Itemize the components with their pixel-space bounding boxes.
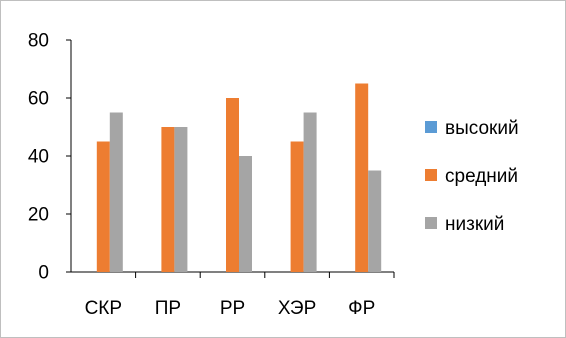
bar-2-2: [161, 127, 175, 272]
axis-layer: 0 20 40 60 80 СКР ПР РР ХЭР ФР: [28, 31, 395, 319]
x-tick-label: ФР: [348, 298, 375, 319]
x-tick-label: ХЭР: [278, 298, 316, 319]
legend-swatch: [425, 121, 437, 133]
x-tick-label: ПР: [155, 298, 181, 319]
bar-3-4: [303, 112, 317, 272]
y-tick-label: 40: [28, 147, 49, 168]
bar-2-3: [226, 98, 239, 272]
legend-label: низкий: [445, 214, 504, 235]
bar-3-5: [368, 170, 382, 272]
x-tick-label: СКР: [85, 298, 122, 319]
y-tick-label: 60: [28, 89, 49, 110]
bar-3-1: [109, 112, 123, 272]
bar-3-3: [239, 156, 252, 272]
y-tick-label: 0: [38, 263, 49, 284]
bar-2-4: [290, 141, 304, 272]
legend-swatch: [425, 217, 437, 229]
legend-label: высокий: [445, 118, 519, 139]
bar-2-5: [355, 83, 369, 272]
x-tick-label: РР: [220, 298, 245, 319]
legend-label: средний: [445, 166, 518, 187]
bar-layer: [96, 83, 382, 272]
legend: высокий средний низкий: [425, 118, 519, 235]
y-tick-label: 20: [28, 205, 49, 226]
legend-swatch: [425, 169, 437, 181]
bar-3-2: [174, 127, 188, 272]
bar-2-1: [96, 141, 110, 272]
y-tick-label: 80: [28, 31, 49, 52]
